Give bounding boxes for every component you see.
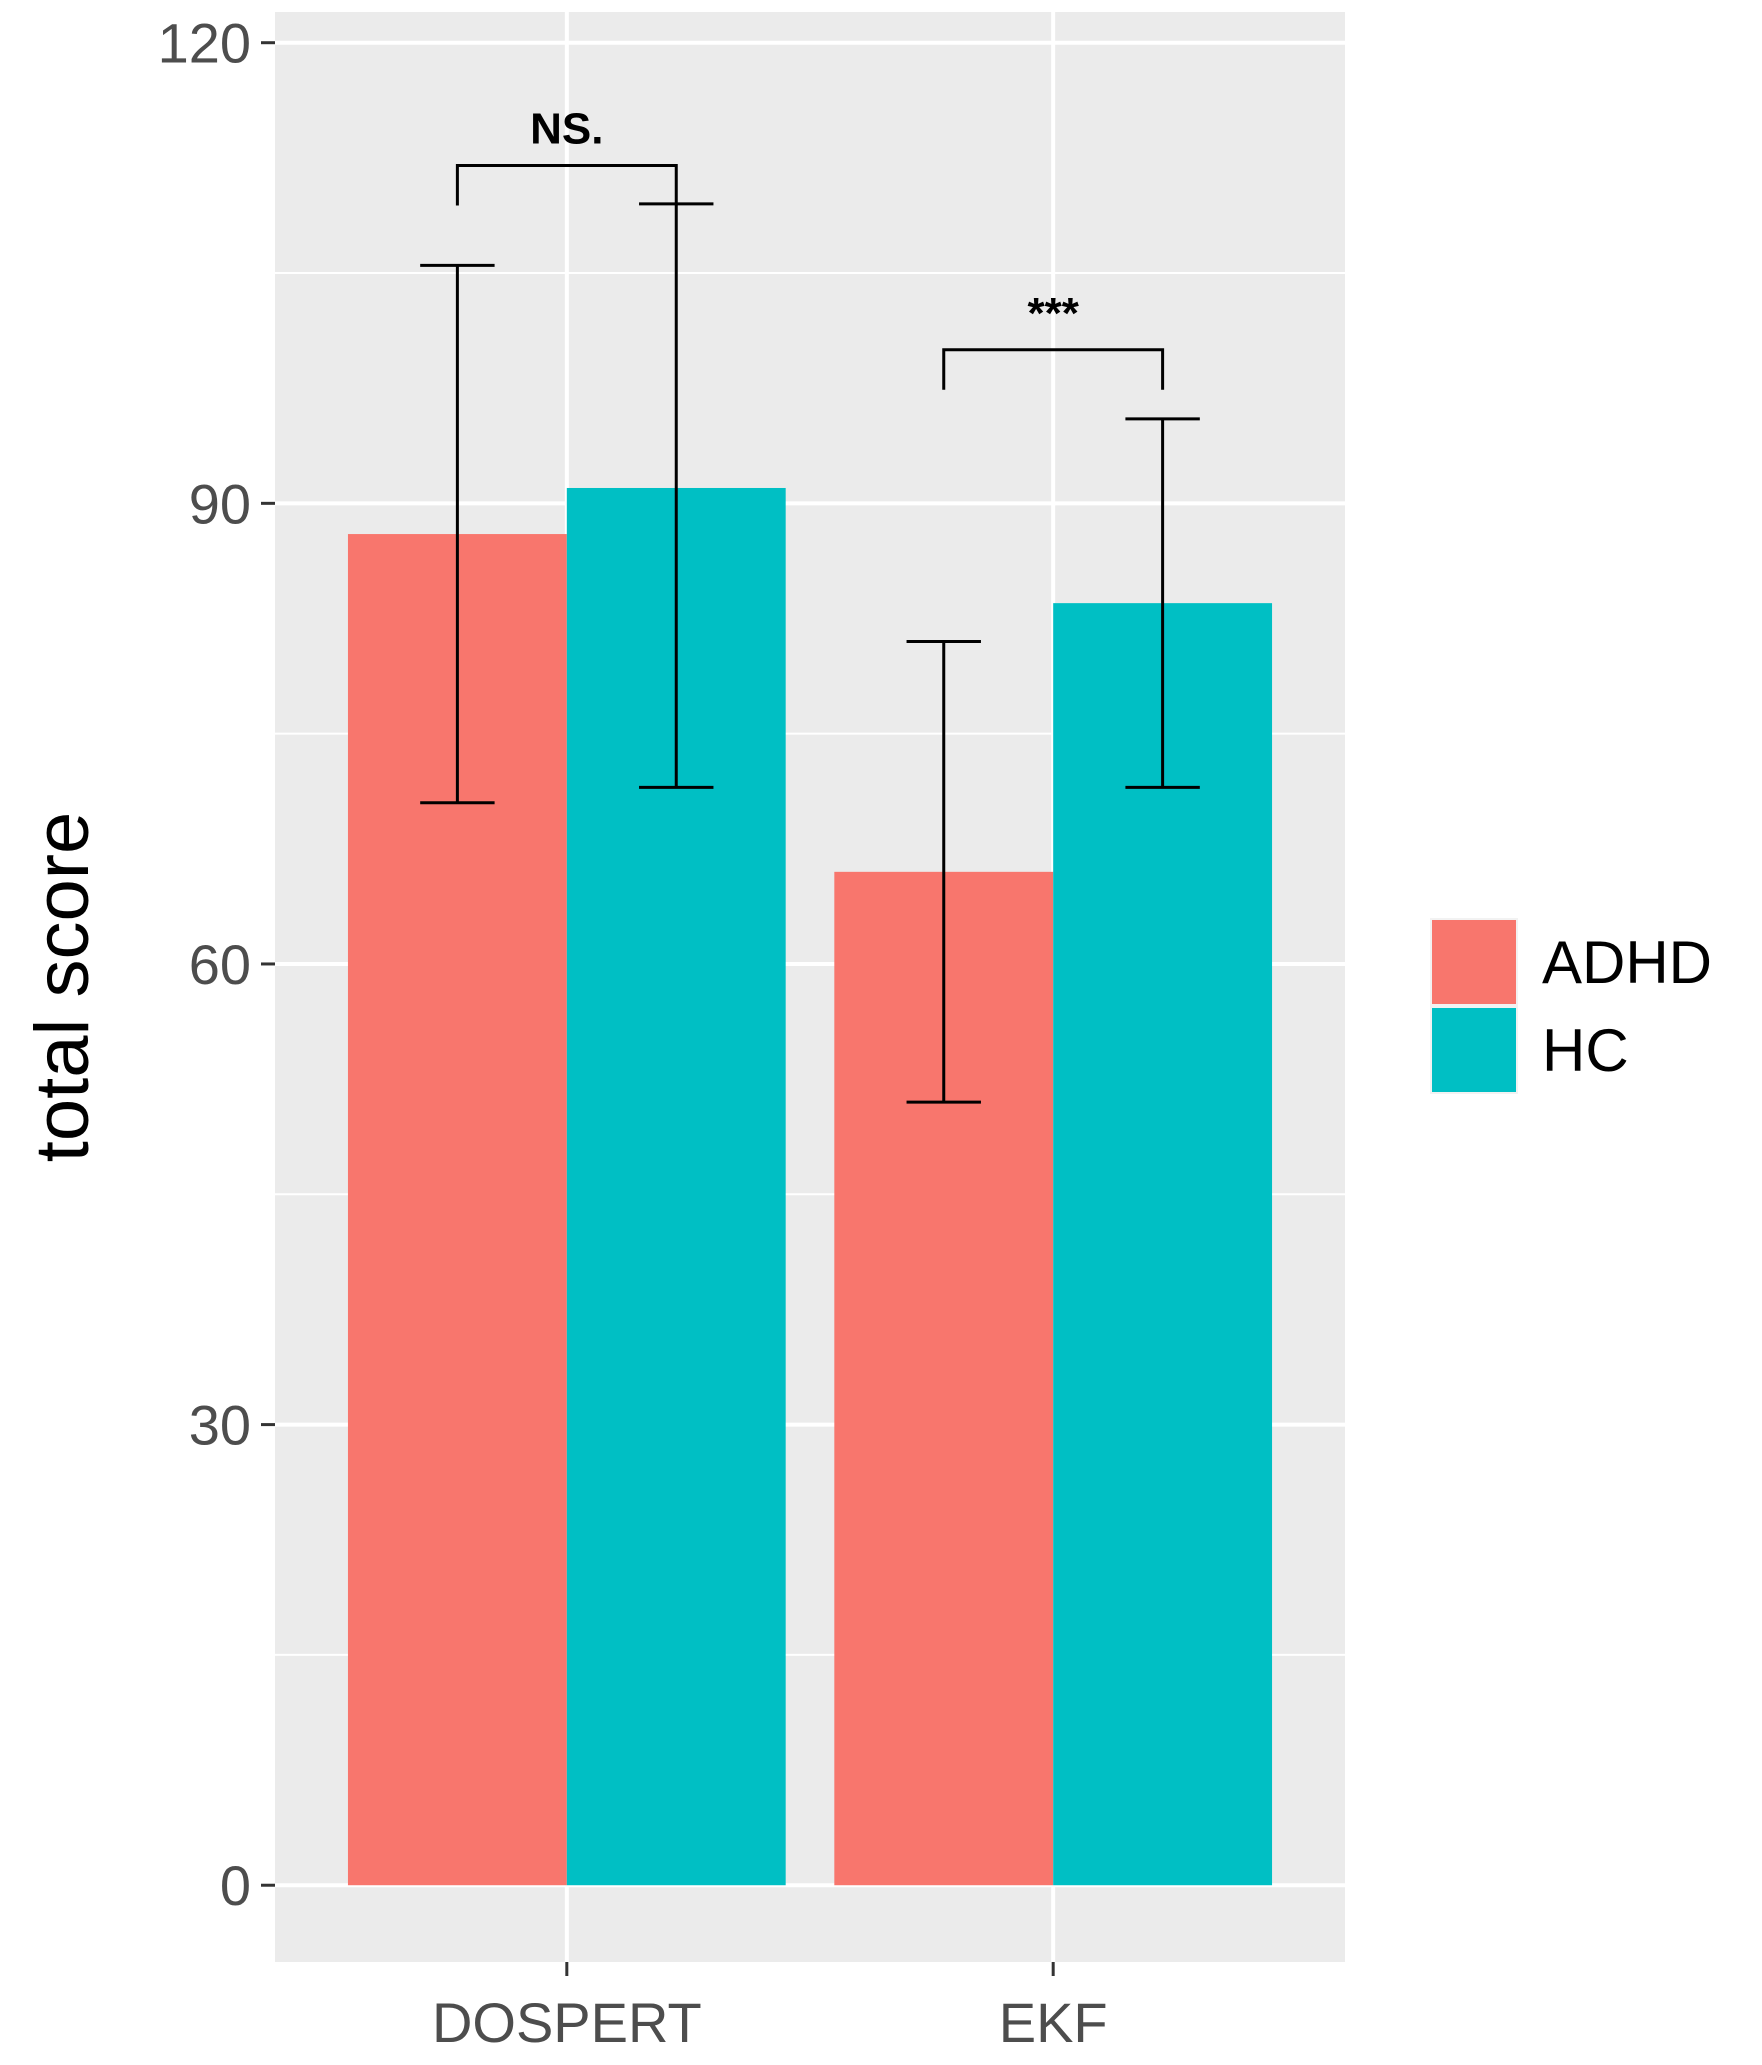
significance-bracket [455,164,678,206]
significance-label: *** [1027,289,1079,338]
x-axis: DOSPERT EKF [432,1962,1108,2054]
y-tick-label: 0 [220,1854,251,1917]
y-axis: 0 30 60 90 120 [158,12,275,1917]
y-tick-label: 90 [189,472,251,535]
legend-key-hc [1432,1008,1516,1092]
y-tick-label: 120 [158,12,251,75]
legend-key-adhd [1432,920,1516,1004]
y-tick-label: 60 [189,933,251,996]
significance-label: NS. [530,105,603,154]
bar-hc-ekf [1053,603,1273,1886]
legend-label: ADHD [1542,929,1712,996]
significance-brackets: NS. *** [455,105,1165,390]
legend: ADHD HC [1430,918,1712,1094]
error-bars [420,202,1200,1104]
y-axis-title: total score [20,812,105,1163]
legend-label: HC [1542,1017,1629,1084]
x-tick-label: EKF [999,1991,1108,2054]
y-tick-label: 30 [189,1394,251,1457]
x-tick-label: DOSPERT [432,1991,702,2054]
significance-bracket [942,348,1165,390]
